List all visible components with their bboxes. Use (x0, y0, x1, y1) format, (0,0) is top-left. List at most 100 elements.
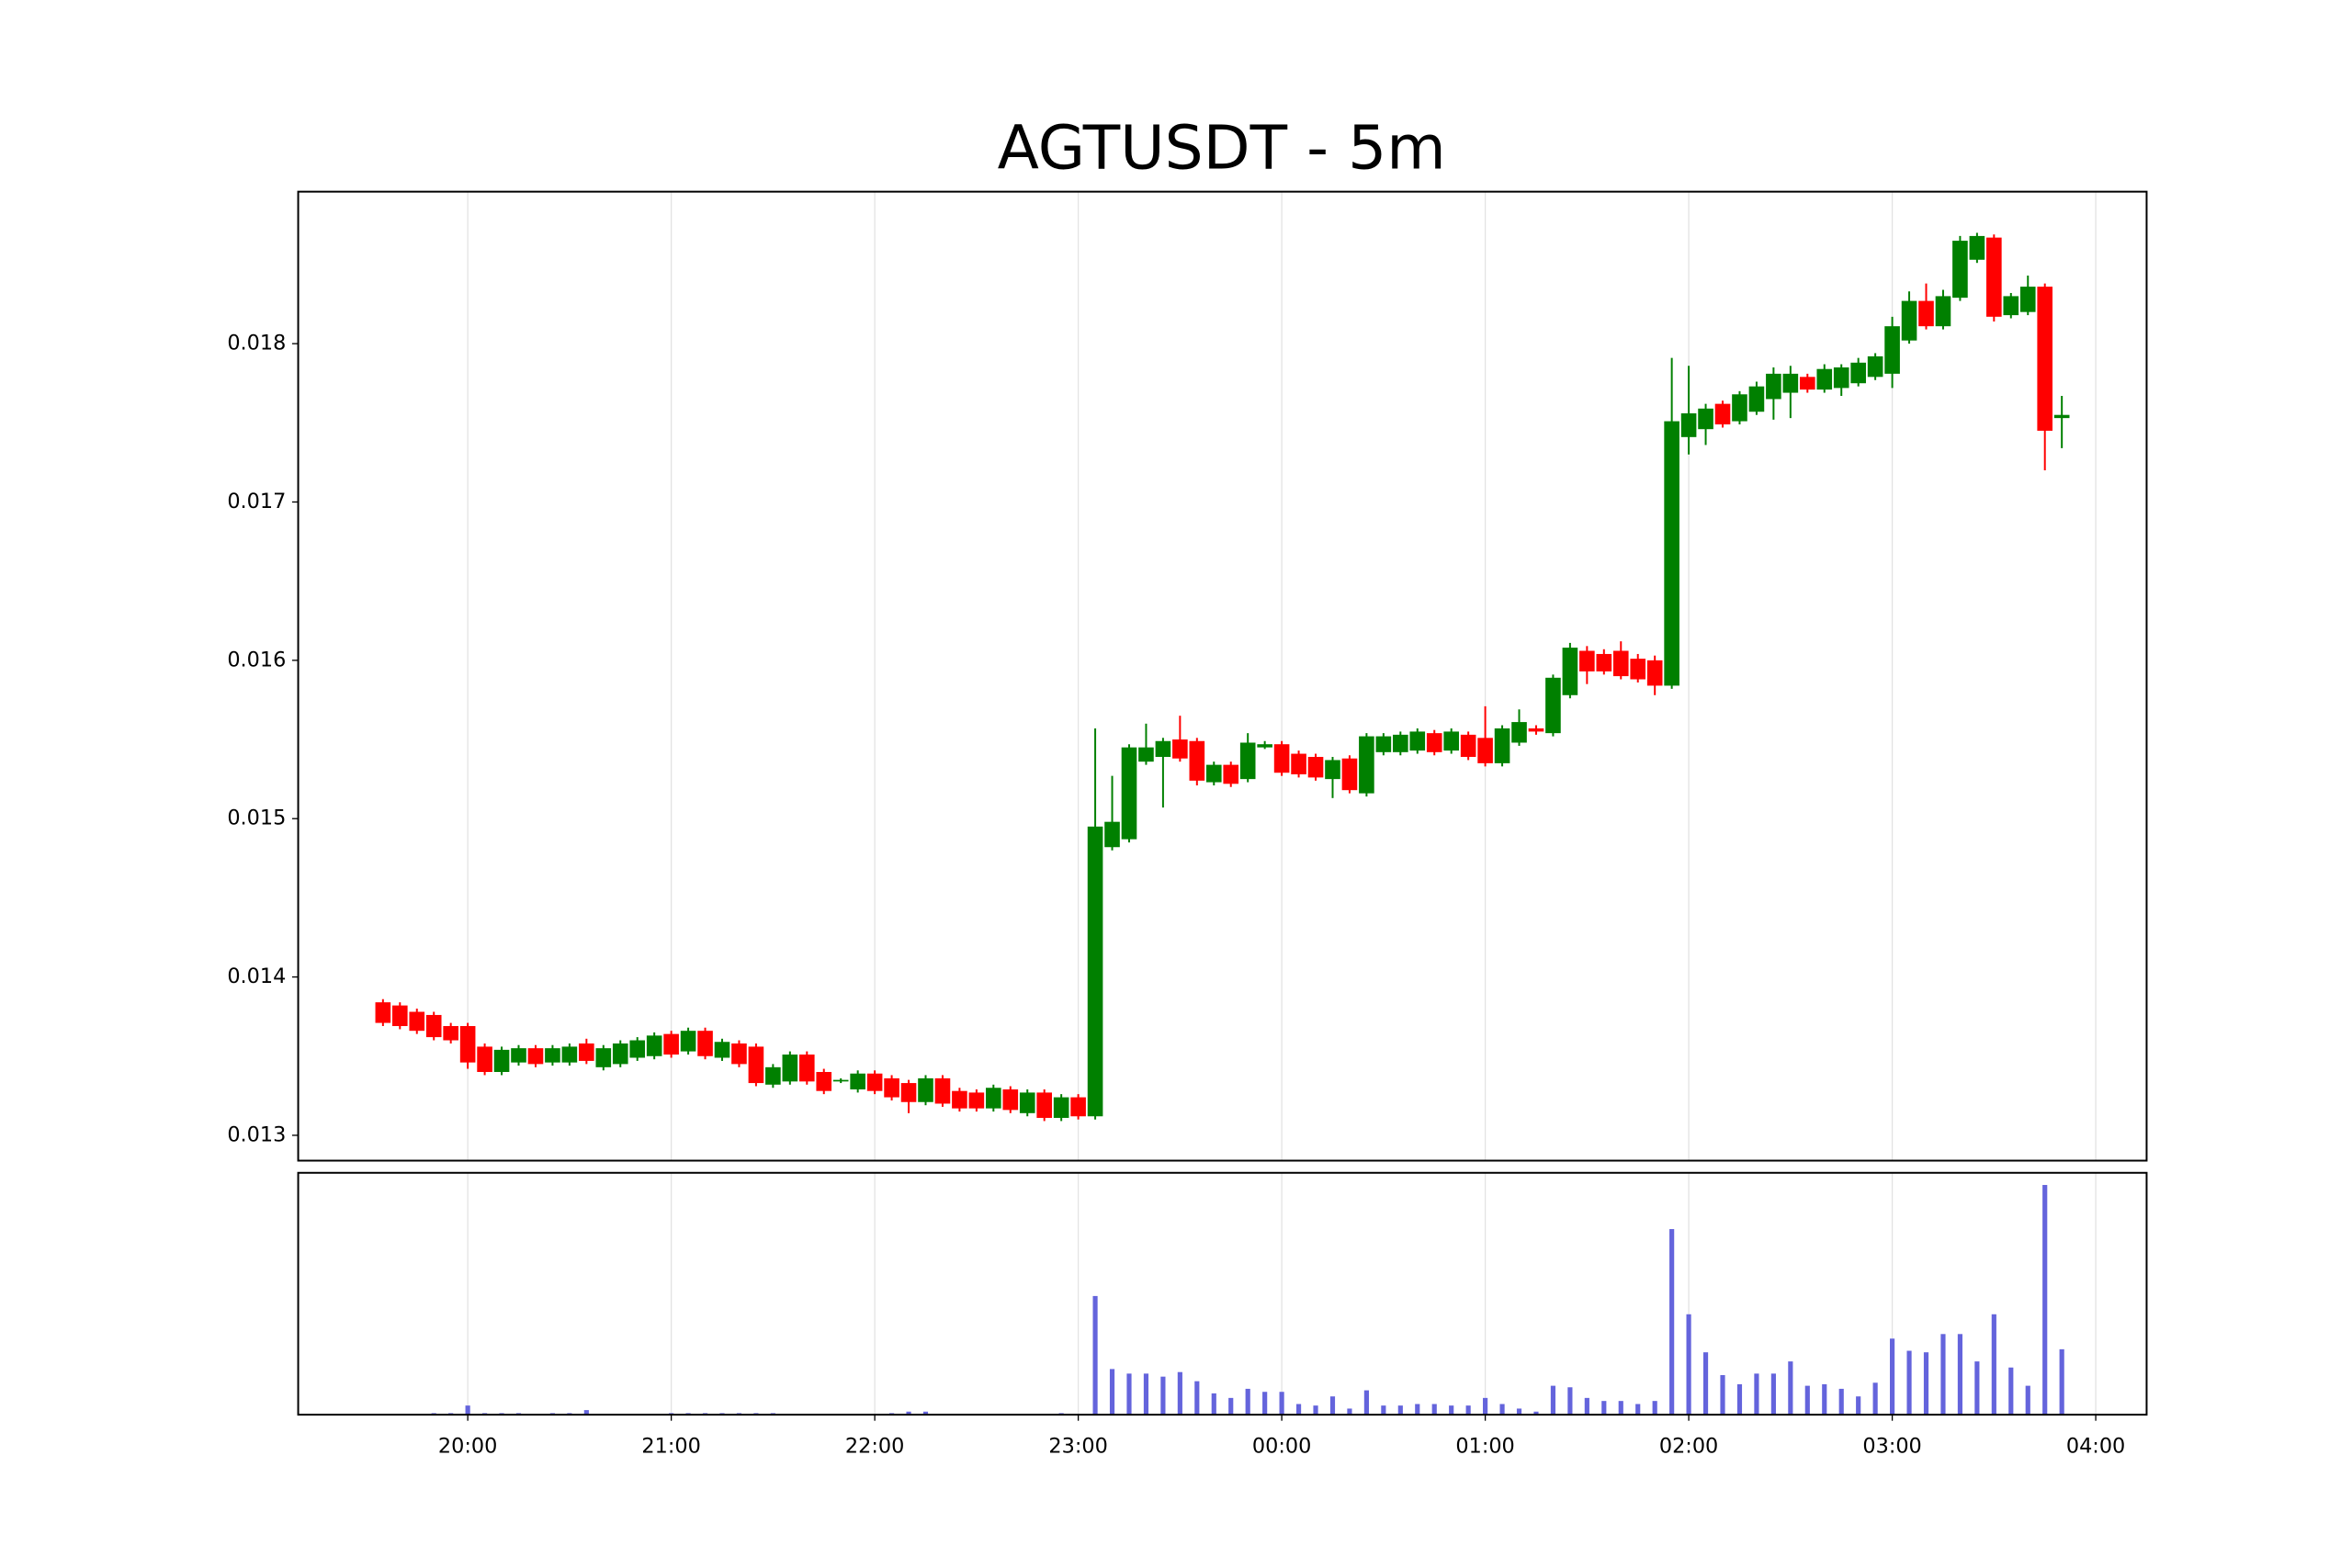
volume-bar (1804, 1385, 1810, 1416)
candle-body (1884, 326, 1900, 374)
candle-body (1816, 368, 1833, 390)
volume-bar (1890, 1338, 1895, 1416)
candle-body (663, 1033, 679, 1055)
candle-body (1257, 744, 1272, 748)
x-tick-label: 04:00 (2066, 1434, 2125, 1458)
candle-body (1494, 728, 1510, 763)
candle-body (1341, 758, 1358, 791)
candle-body (1002, 1089, 1019, 1111)
candle-body (1969, 235, 1985, 260)
candle-body (1545, 677, 1561, 734)
volume-bar (1856, 1396, 1861, 1416)
candle-body (782, 1055, 798, 1082)
volume-bar (2042, 1185, 2048, 1416)
volume-bar (1295, 1404, 1302, 1416)
y-tick-label: 0.016 (227, 648, 286, 671)
x-tick-label: 00:00 (1252, 1434, 1311, 1458)
candle-body (1359, 736, 1374, 794)
candle-body (561, 1046, 578, 1063)
volume-bar (1499, 1404, 1505, 1416)
volume-bar (1381, 1405, 1386, 1416)
volume-panel-frame (297, 1171, 2148, 1416)
candle-body (1596, 653, 1612, 671)
volume-bar (1788, 1361, 1793, 1416)
candle-body (1850, 362, 1866, 384)
candle-body (477, 1046, 492, 1073)
candle-body (1748, 386, 1765, 412)
volume-bar (1245, 1388, 1250, 1416)
candle-body (612, 1043, 628, 1065)
candle-body (545, 1048, 560, 1063)
candle-body (1477, 738, 1493, 763)
volume-bar (1567, 1387, 1573, 1416)
volume-bar (2025, 1385, 2030, 1416)
volume-bar (1533, 1411, 1539, 1416)
candle-body (1087, 826, 1103, 1117)
volume-bar (1347, 1408, 1352, 1416)
candle-body (1935, 296, 1951, 327)
candle-body (900, 1083, 917, 1102)
mark-layer (375, 232, 2070, 1416)
volume-bar (1652, 1401, 1657, 1416)
candle-body (1172, 739, 1188, 759)
candle-body (409, 1011, 425, 1032)
candle-body (866, 1073, 883, 1091)
volume-bar (1363, 1390, 1369, 1416)
volume-bar (1092, 1295, 1098, 1416)
y-tick-label: 0.014 (227, 964, 286, 988)
y-tick-label: 0.015 (227, 807, 286, 830)
candle-body (2037, 287, 2053, 431)
candle-body (1189, 740, 1205, 781)
candle-body (1901, 300, 1917, 341)
x-tick-label: 23:00 (1048, 1434, 1107, 1458)
candle-body (425, 1014, 442, 1038)
y-tick-label: 0.017 (227, 490, 286, 513)
volume-bar (1550, 1385, 1556, 1416)
volume-bar (1601, 1401, 1607, 1416)
candle-body (968, 1092, 985, 1109)
candle-body (1121, 747, 1137, 840)
candle-body (918, 1077, 933, 1102)
label-layer: 0.013 0.014 0.015 0.016 0.017 0.018 20:00 21:00… (227, 332, 2125, 1459)
volume-bar (1126, 1373, 1132, 1416)
candle-body (1612, 650, 1629, 677)
candle-body (748, 1046, 764, 1084)
volume-bar (1669, 1229, 1675, 1416)
volume-bar (1974, 1361, 1980, 1416)
candle-body (511, 1048, 526, 1063)
volume-bar (2059, 1348, 2064, 1416)
volume-bar (906, 1411, 911, 1416)
volume-bar (1736, 1383, 1743, 1416)
candle-body (1799, 377, 1815, 390)
candle-body (1698, 408, 1713, 430)
candle-body (459, 1026, 476, 1063)
y-tick-label: 0.013 (227, 1122, 286, 1146)
candle-body (1273, 744, 1290, 773)
volume-bar (1635, 1404, 1641, 1416)
candle-body (579, 1043, 594, 1061)
volume-bar (1754, 1373, 1759, 1416)
x-tick-label: 03:00 (1862, 1434, 1921, 1458)
candle-body (1918, 300, 1934, 327)
volume-bar (1228, 1397, 1234, 1416)
candle-body (1291, 753, 1306, 774)
y-tick-label: 0.018 (227, 332, 286, 355)
volume-bar (1923, 1352, 1929, 1416)
x-tick-label: 02:00 (1659, 1434, 1718, 1458)
candle-body (731, 1043, 747, 1065)
candle-body (697, 1031, 713, 1056)
candle-body (1223, 764, 1239, 784)
volume-bar (922, 1411, 929, 1416)
candle-body (1714, 403, 1731, 425)
candle-body (646, 1035, 662, 1056)
candle-body (1579, 650, 1595, 671)
price-panel-frame (297, 190, 2148, 1162)
candle-body (765, 1066, 781, 1085)
volume-bar (2008, 1367, 2014, 1416)
volume-bar (1516, 1408, 1522, 1416)
candle-body (2019, 287, 2036, 312)
volume-bar (1397, 1405, 1403, 1416)
volume-bar (1872, 1382, 1878, 1416)
candle-body (1766, 373, 1781, 400)
